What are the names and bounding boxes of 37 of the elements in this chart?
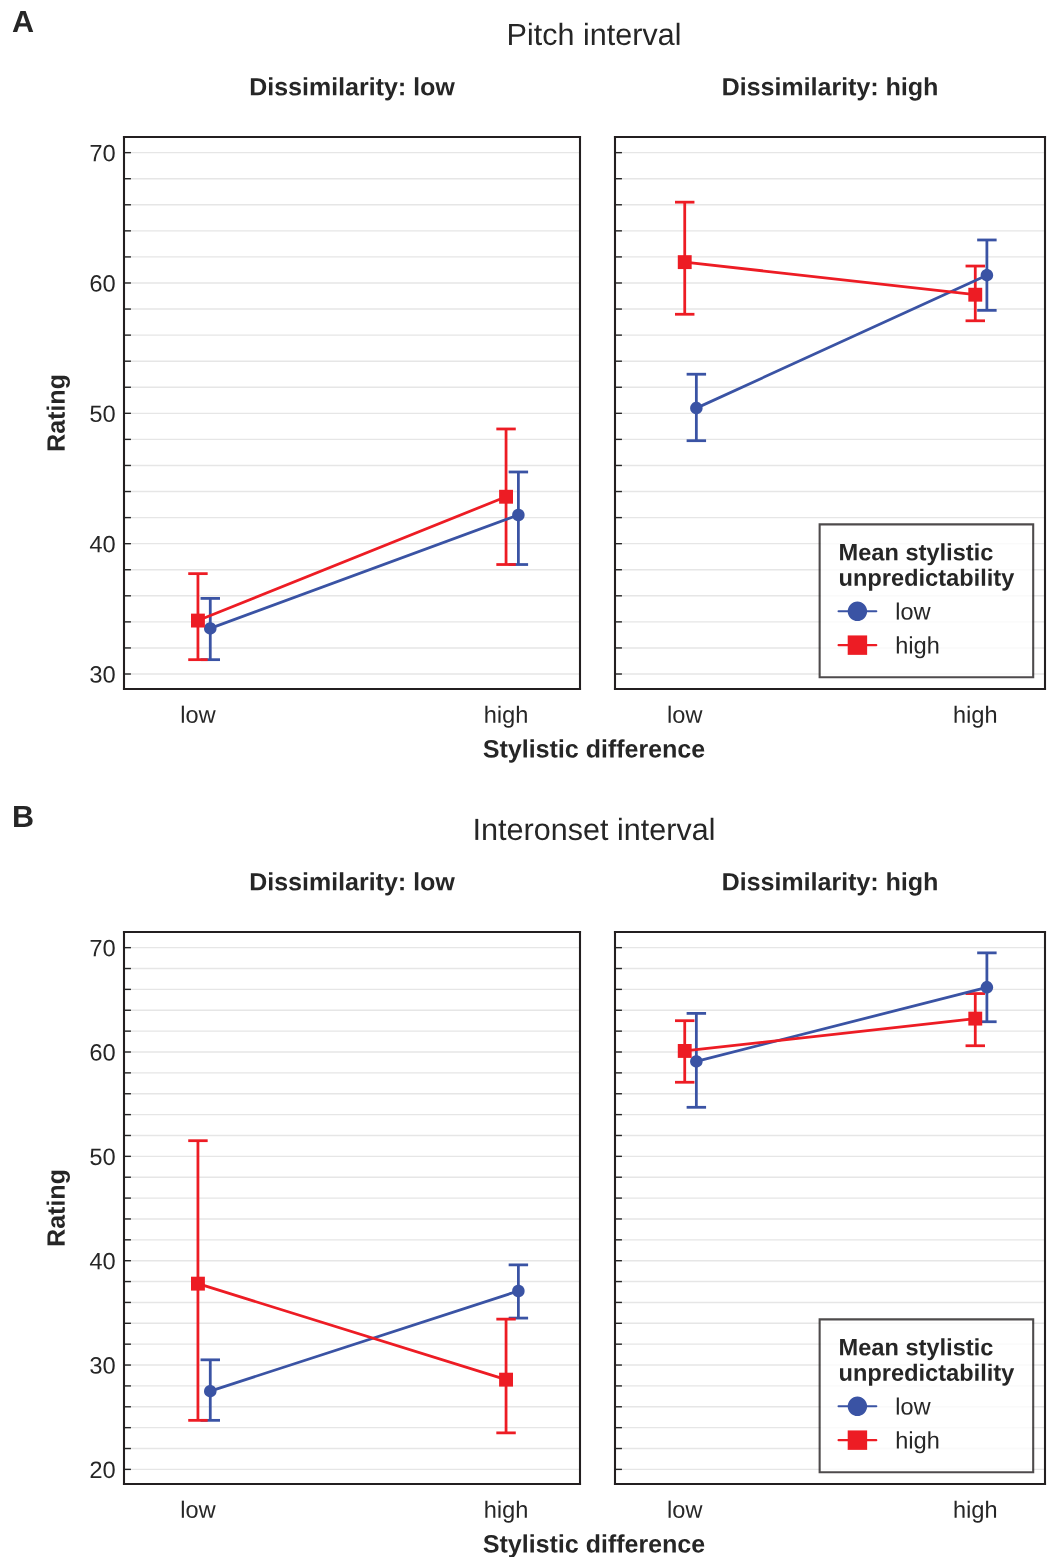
y-axis-title: Rating: [46, 1170, 70, 1246]
x-axis-title: Stylistic difference: [483, 739, 705, 763]
x-tick-label: high: [954, 1500, 997, 1523]
text: B: [14, 805, 33, 827]
x-tick-label: high: [485, 705, 527, 728]
x-tick-label: low: [181, 705, 216, 724]
y-tick-label: 50: [90, 1148, 115, 1166]
chart-subtitle: Dissimilarity: high: [723, 872, 937, 896]
chart-subtitle: Dissimilarity: low: [250, 872, 455, 896]
y-tick-label: 50: [90, 405, 115, 423]
legend-label: low: [896, 602, 931, 620]
y-tick-label: 60: [90, 275, 115, 292]
y-tick-label: 60: [90, 1044, 115, 1061]
x-tick-label: high: [954, 705, 997, 728]
x-tick-label: low: [668, 1500, 703, 1519]
x-tick-label: high: [485, 1500, 527, 1523]
y-tick-label: 40: [89, 1252, 115, 1270]
legend-title: Mean stylistic unpredictability: [839, 543, 1015, 591]
legend-label: high: [896, 1431, 939, 1454]
chart-subtitle: Dissimilarity: low: [250, 77, 455, 101]
chart-subtitle: Dissimilarity: high: [723, 77, 937, 101]
y-tick-label: 30: [90, 1357, 115, 1374]
y-tick-label: 40: [89, 535, 115, 553]
y-tick-label: 70: [90, 939, 115, 957]
y-tick-label: 30: [90, 666, 115, 683]
legend-title: Mean stylistic unpredictability: [839, 1338, 1015, 1386]
y-tick-label: 70: [90, 144, 115, 162]
chart-title: Pitch interval: [509, 22, 680, 46]
y-axis-title: Rating: [46, 375, 70, 451]
text: A: [12, 10, 34, 32]
x-tick-label: low: [668, 705, 703, 724]
legend-label: low: [896, 1397, 931, 1415]
chart-title: Interonset interval: [475, 817, 714, 841]
x-tick-label: low: [181, 1500, 216, 1519]
y-tick-label: 20: [90, 1461, 115, 1479]
legend-label: high: [896, 636, 939, 659]
x-axis-title: Stylistic difference: [483, 1534, 705, 1557]
